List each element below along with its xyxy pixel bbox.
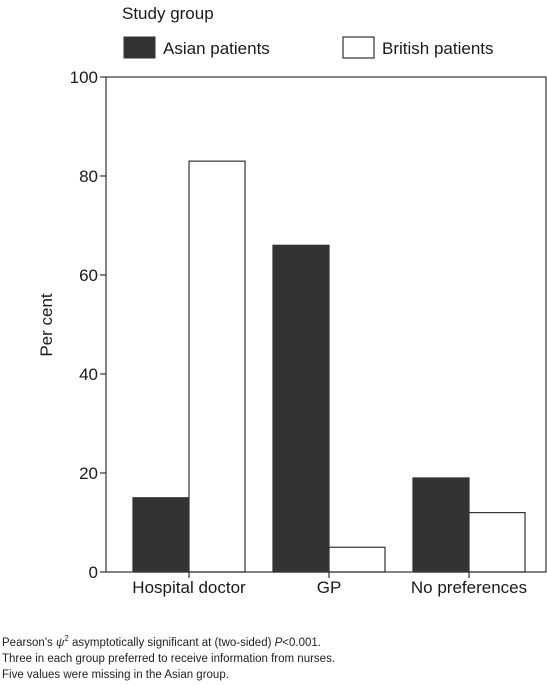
note-line-1: Pearson's ψ2 asymptotically significant … bbox=[2, 634, 321, 649]
bar-asian-2 bbox=[412, 477, 470, 573]
y-tick-label: 60 bbox=[79, 266, 98, 285]
y-tick-label: 100 bbox=[70, 68, 98, 87]
y-axis-label: Per cent bbox=[37, 293, 56, 357]
note-line-2: Three in each group preferred to receive… bbox=[2, 652, 336, 665]
bar-british-1 bbox=[328, 546, 386, 573]
bar-asian-0 bbox=[132, 497, 190, 573]
legend-swatch-asian bbox=[123, 36, 156, 59]
x-tick-label: No preferences bbox=[411, 578, 527, 597]
note-line-3: Five values were missing in the Asian gr… bbox=[2, 668, 229, 681]
legend-title: Study group bbox=[122, 4, 214, 23]
y-tick-label: 40 bbox=[79, 365, 98, 384]
bar-chart: Study group Asian patients British patie… bbox=[37, 4, 547, 597]
plot-frame bbox=[105, 76, 547, 573]
y-tick-label: 20 bbox=[79, 464, 98, 483]
x-tick-label: GP bbox=[317, 578, 342, 597]
legend-label-asian: Asian patients bbox=[163, 39, 270, 58]
chart-notes: Pearson's ψ2 asymptotically significant … bbox=[2, 631, 335, 683]
x-tick-label: Hospital doctor bbox=[132, 578, 246, 597]
y-tick-label: 80 bbox=[79, 167, 98, 186]
bar-british-0 bbox=[188, 160, 246, 573]
bar-asian-1 bbox=[272, 244, 330, 573]
legend-label-british: British patients bbox=[382, 39, 494, 58]
y-tick-label: 0 bbox=[89, 563, 98, 582]
legend-swatch-british bbox=[342, 36, 375, 59]
bar-british-2 bbox=[468, 511, 526, 573]
